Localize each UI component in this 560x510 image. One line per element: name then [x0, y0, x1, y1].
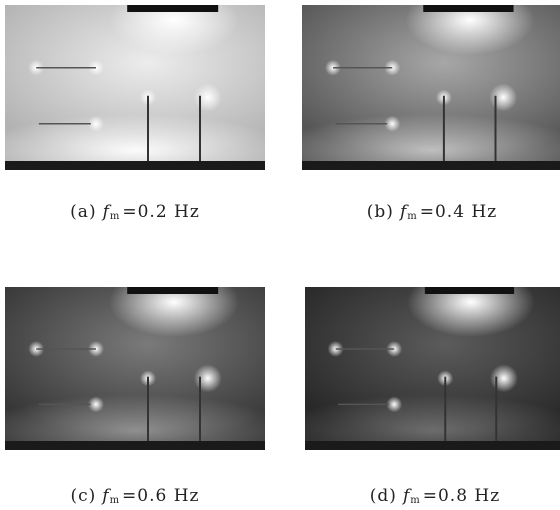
caption-subscript: m: [110, 211, 120, 222]
photo: [305, 287, 560, 450]
caption: (c) fm=0.6 Hz: [5, 486, 265, 506]
floor: [302, 161, 560, 170]
photo: [5, 287, 265, 450]
caption-symbol: f: [102, 486, 109, 506]
caption: (d)fm=0.8 Hz: [305, 486, 560, 506]
caption: (a) fm=0.2 Hz: [5, 202, 265, 222]
floor: [305, 441, 560, 450]
caption-subscript: m: [110, 495, 120, 506]
caption-label: (a): [70, 202, 96, 222]
caption-value: =0.8 Hz: [423, 486, 500, 506]
top-bar: [425, 287, 514, 294]
caption-label: (b): [367, 202, 394, 222]
caption-label: (d): [370, 486, 397, 506]
caption-label: (c): [70, 486, 96, 506]
caption-subscript: m: [407, 211, 417, 222]
caption-symbol: f: [103, 202, 110, 222]
floor: [5, 441, 265, 450]
light-spot: [490, 364, 518, 392]
floor: [5, 161, 265, 170]
photo: [5, 5, 265, 170]
top-bar: [423, 5, 513, 12]
caption: (b)fm=0.4 Hz: [302, 202, 560, 222]
top-bar: [127, 5, 218, 12]
light-spot: [489, 83, 517, 111]
top-bar: [127, 287, 218, 294]
caption-value: =0.2 Hz: [122, 202, 199, 222]
figure: (a)fm=0.2 Hz(b)fm=0.4 Hz(c)fm=0.6 Hz(d)f…: [0, 0, 560, 510]
caption-value: =0.4 Hz: [420, 202, 497, 222]
photo: [302, 5, 560, 170]
caption-subscript: m: [410, 495, 420, 506]
light-spot: [194, 83, 222, 111]
caption-value: =0.6 Hz: [122, 486, 199, 506]
light-spot: [194, 364, 222, 392]
